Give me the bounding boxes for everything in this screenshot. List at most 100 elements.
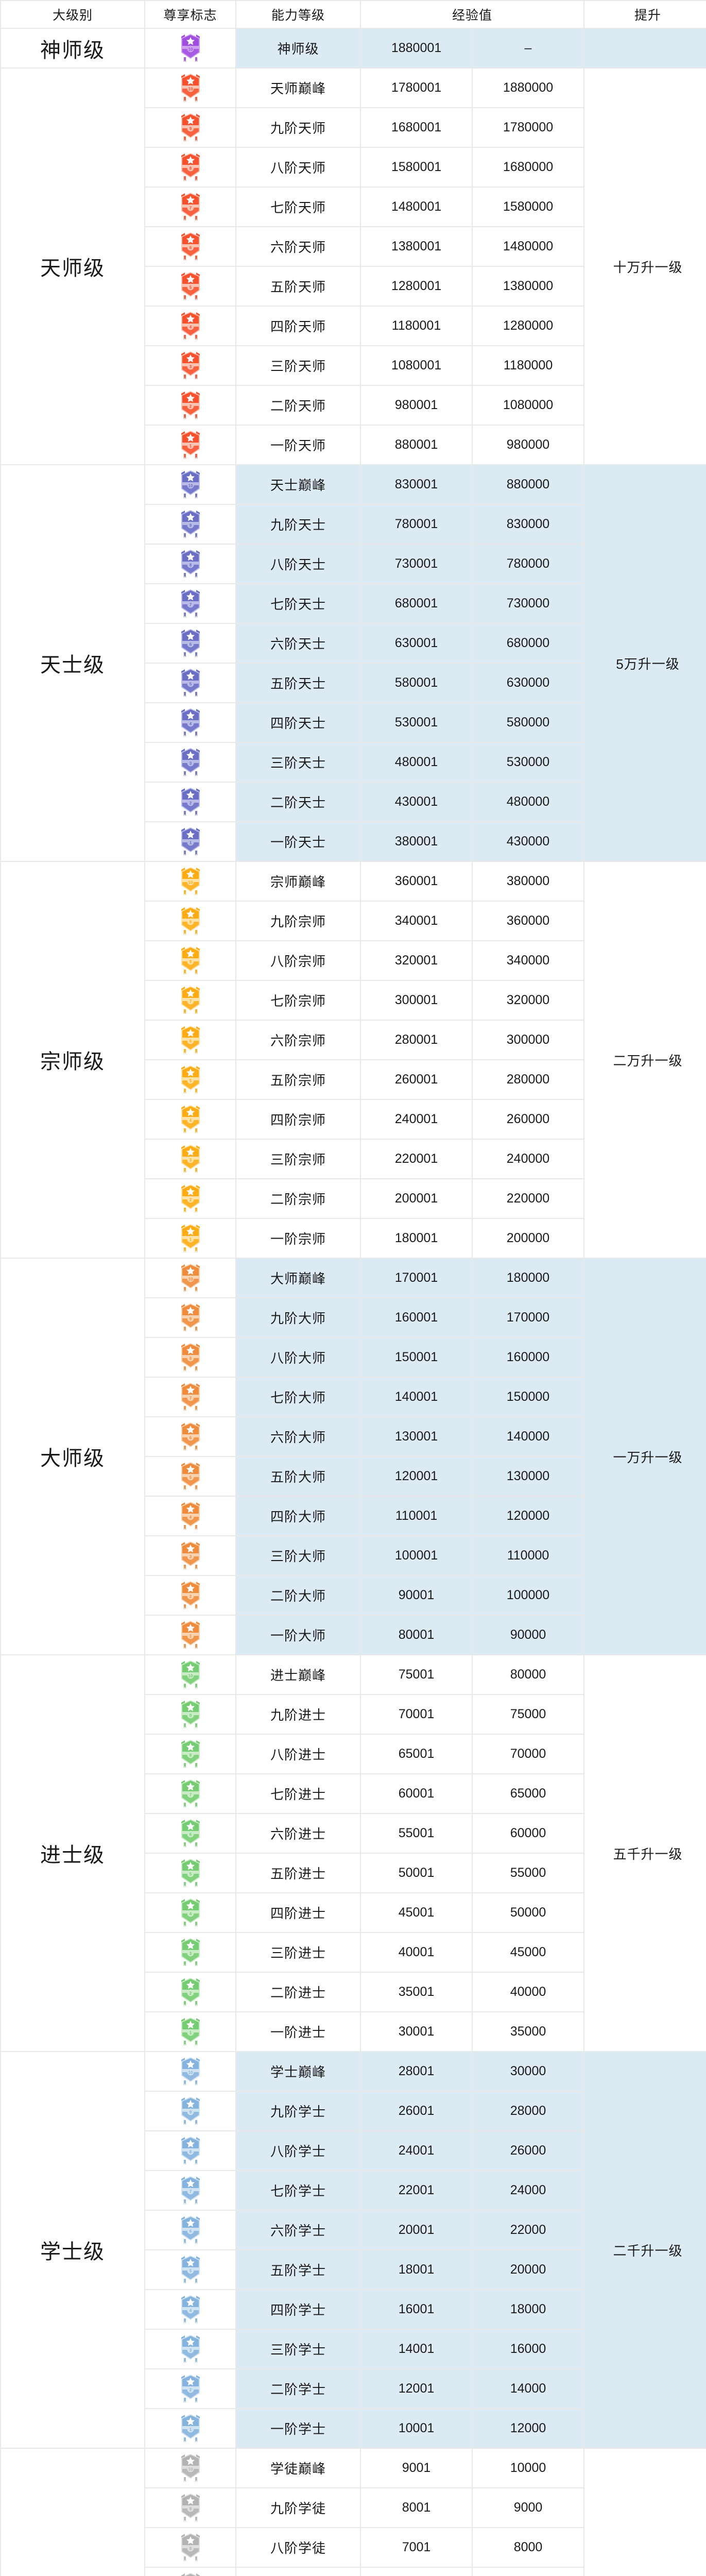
svg-text:3: 3 <box>189 2348 192 2352</box>
promotion-cell: 五千升一级 <box>584 1655 706 2051</box>
level-name-cell: 六阶天士 <box>236 624 360 663</box>
svg-text:3: 3 <box>189 1554 192 1559</box>
table-row: 学士级 10 学士巅峰 28001 30000 二千升一级 <box>1 2052 706 2448</box>
rank-badge-icon: 4 <box>145 1893 235 1932</box>
experience-max-cell: 110000 <box>473 1536 584 1575</box>
level-name-cell: 三阶学士 <box>236 2330 360 2368</box>
shield-star-icon: 4 <box>179 311 202 341</box>
table-row: 5 五阶进士 50001 55000 <box>1 1854 706 1892</box>
level-name-cell: 一阶大师 <box>236 1616 360 1654</box>
shield-star-icon: 9 <box>179 510 202 539</box>
svg-text:2: 2 <box>189 1594 192 1599</box>
level-name-cell: 七阶学徒 <box>236 2568 360 2576</box>
svg-text:2: 2 <box>189 1197 192 1202</box>
shield-star-icon: 4 <box>179 1105 202 1134</box>
shield-star-icon: 6 <box>179 1025 202 1055</box>
table-row: 4 四阶宗师 240001 260000 <box>1 1100 706 1139</box>
experience-max-cell: 50000 <box>473 1893 584 1932</box>
level-name-cell: 八阶大师 <box>236 1338 360 1377</box>
experience-max-cell: 16000 <box>473 2330 584 2368</box>
column-header-tier: 大级别 <box>1 1 144 28</box>
level-name-cell: 五阶学士 <box>236 2250 360 2289</box>
rank-badge-icon: 2 <box>145 386 235 425</box>
experience-max-cell: 830000 <box>473 505 584 544</box>
experience-min-cell: 980001 <box>361 386 472 425</box>
level-name-cell: 一阶天师 <box>236 426 360 464</box>
experience-min-cell: 18001 <box>361 2250 472 2289</box>
table-row: 9 九阶学士 26001 28000 <box>1 2092 706 2130</box>
level-name-cell: 宗师巅峰 <box>236 862 360 901</box>
svg-text:4: 4 <box>189 1118 192 1123</box>
experience-max-cell: 8000 <box>473 2528 584 2567</box>
experience-min-cell: 10001 <box>361 2409 472 2448</box>
rank-badge-icon: 8 <box>145 1338 235 1377</box>
shield-star-icon: 2 <box>179 1581 202 1611</box>
svg-text:10: 10 <box>188 880 193 885</box>
experience-min-cell: 260001 <box>361 1060 472 1099</box>
level-name-cell: 五阶大师 <box>236 1457 360 1496</box>
level-name-cell: 六阶大师 <box>236 1417 360 1456</box>
rank-badge-icon: 10 <box>145 1655 235 1694</box>
svg-text:8: 8 <box>189 959 192 964</box>
rank-badge-icon: 10 <box>145 29 235 67</box>
shield-star-icon: 3 <box>179 2334 202 2364</box>
table-row: 学徒级 10 学徒巅峰900110000一千升一级 <box>1 2449 706 2576</box>
shield-star-icon: 2 <box>179 1184 202 1214</box>
table-row: 5 五阶天师 1280001 1380000 <box>1 267 706 306</box>
rank-badge-icon: 4 <box>145 307 235 345</box>
shield-star-icon: 5 <box>179 1858 202 1888</box>
rank-badge-icon: 4 <box>145 703 235 742</box>
promotion-cell: 5万升一级 <box>584 465 706 861</box>
rank-badge-icon: 1 <box>145 2012 235 2051</box>
table-row: 5 五阶学士 18001 20000 <box>1 2250 706 2289</box>
rank-badge-icon: 8 <box>145 2528 235 2567</box>
rank-badge-icon: 6 <box>145 624 235 663</box>
experience-max-cell: 160000 <box>473 1338 584 1377</box>
experience-min-cell: 300001 <box>361 981 472 1020</box>
svg-text:4: 4 <box>189 721 192 726</box>
experience-min-cell: 28001 <box>361 2052 472 2091</box>
table-row: 7 七阶进士 60001 65000 <box>1 1774 706 1813</box>
svg-text:5: 5 <box>189 1872 192 1876</box>
rank-badge-icon: 1 <box>145 426 235 464</box>
rank-badge-icon: 5 <box>145 1457 235 1496</box>
level-name-cell: 大师巅峰 <box>236 1259 360 1297</box>
promotion-cell: 二万升一级 <box>584 862 706 1258</box>
experience-max-cell: 120000 <box>473 1497 584 1535</box>
promotion-cell <box>584 29 706 67</box>
shield-star-icon: 7 <box>179 986 202 1015</box>
level-name-cell: 四阶进士 <box>236 1893 360 1932</box>
experience-max-cell: 430000 <box>473 822 584 861</box>
level-name-cell: 八阶天师 <box>236 148 360 187</box>
experience-max-cell: 55000 <box>473 1854 584 1892</box>
shield-star-icon: 2 <box>179 1977 202 2007</box>
experience-max-cell: 7000 <box>473 2568 584 2576</box>
rank-badge-icon: 10 <box>145 2449 235 2487</box>
level-name-cell: 三阶大师 <box>236 1536 360 1575</box>
experience-min-cell: 730001 <box>361 545 472 583</box>
shield-star-icon: 10 <box>179 867 202 896</box>
header-row: 大级别 尊享标志 能力等级 经验值 提升 <box>1 1 706 28</box>
level-name-cell: 五阶进士 <box>236 1854 360 1892</box>
table-row: 3 三阶学士 14001 16000 <box>1 2330 706 2368</box>
experience-min-cell: 1680001 <box>361 108 472 147</box>
rank-badge-icon: 6 <box>145 1417 235 1456</box>
rank-badge-icon: 5 <box>145 1854 235 1892</box>
tier-name-cell: 宗师级 <box>1 862 144 1258</box>
column-header-promotion: 提升 <box>584 1 706 28</box>
shield-star-icon: 6 <box>179 1819 202 1849</box>
experience-min-cell: 65001 <box>361 1735 472 1773</box>
level-name-cell: 六阶宗师 <box>236 1021 360 1059</box>
rank-badge-icon: 9 <box>145 902 235 940</box>
experience-min-cell: 880001 <box>361 426 472 464</box>
rank-badge-icon: 6 <box>145 1021 235 1059</box>
level-name-cell: 二阶学士 <box>236 2369 360 2408</box>
level-name-cell: 六阶进士 <box>236 1814 360 1853</box>
experience-min-cell: 530001 <box>361 703 472 742</box>
tier-name-cell: 大师级 <box>1 1259 144 1654</box>
shield-star-icon: 7 <box>179 1382 202 1412</box>
experience-min-cell: 1580001 <box>361 148 472 187</box>
table-row: 7 七阶天士 680001 730000 <box>1 584 706 623</box>
level-name-cell: 七阶宗师 <box>236 981 360 1020</box>
svg-text:7: 7 <box>189 1792 192 1797</box>
